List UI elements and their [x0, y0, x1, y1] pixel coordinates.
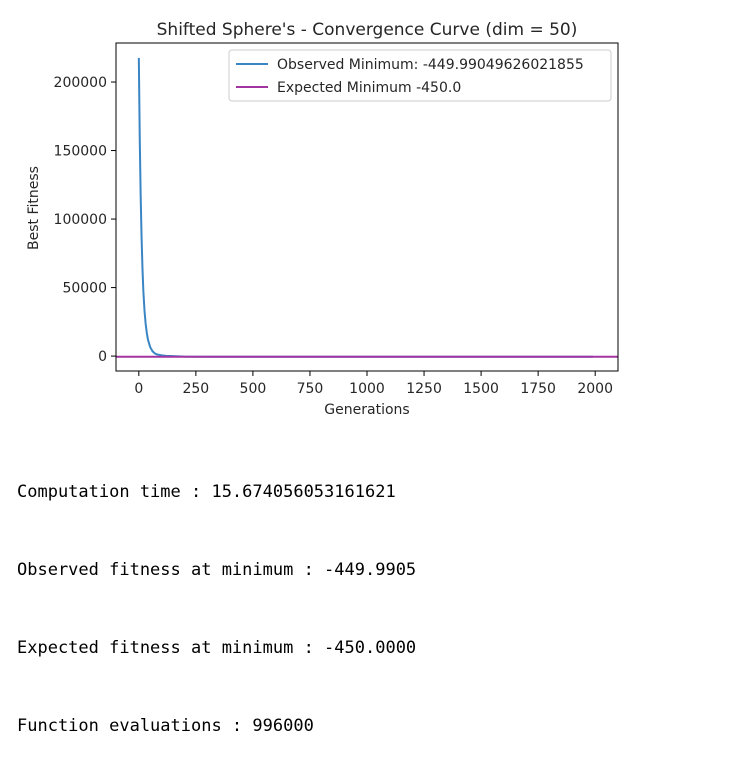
x-axis: 0 250 500 750 1000 1250 1500 1750 2000 — [134, 371, 613, 397]
cell-output: Computation time : 15.674056053161621 Ob… — [17, 427, 416, 765]
x-tick-label: 1750 — [520, 381, 556, 397]
x-tick-label: 1500 — [463, 381, 499, 397]
output-expected-fitness: Expected fitness at minimum : -450.0000 — [17, 638, 417, 658]
chart: Shifted Sphere's - Convergence Curve (di… — [26, 20, 619, 418]
series-layer — [116, 57, 618, 358]
legend-label-expected: Expected Minimum -450.0 — [277, 80, 461, 96]
y-axis-label: Best Fitness — [26, 166, 42, 250]
output-function-evaluations: Function evaluations : 996000 — [17, 716, 314, 736]
legend-label-observed: Observed Minimum: -449.99049626021855 — [277, 57, 584, 73]
x-axis-label: Generations — [324, 402, 409, 418]
x-tick-label: 750 — [297, 381, 324, 397]
x-tick-label: 250 — [182, 381, 209, 397]
x-tick-label: 2000 — [577, 381, 613, 397]
x-tick-label: 0 — [134, 381, 143, 397]
x-tick-label: 1000 — [349, 381, 385, 397]
y-tick-label: 50000 — [62, 281, 107, 297]
y-tick-label: 200000 — [54, 75, 107, 91]
x-tick-label: 500 — [240, 381, 267, 397]
series-line-observed — [137, 57, 593, 358]
legend: Observed Minimum: -449.99049626021855 Ex… — [228, 49, 612, 102]
output-computation-time: Computation time : 15.674056053161621 — [17, 482, 396, 502]
y-tick-label: 100000 — [54, 212, 107, 228]
legend-box — [228, 49, 612, 102]
y-tick-label: 150000 — [54, 144, 107, 160]
x-tick-label: 1250 — [406, 381, 442, 397]
y-tick-label: 0 — [98, 349, 107, 365]
chart-title: Shifted Sphere's - Convergence Curve (di… — [157, 20, 578, 40]
output-observed-fitness: Observed fitness at minimum : -449.9905 — [17, 560, 417, 580]
y-axis: 0 50000 100000 150000 200000 — [54, 75, 116, 365]
